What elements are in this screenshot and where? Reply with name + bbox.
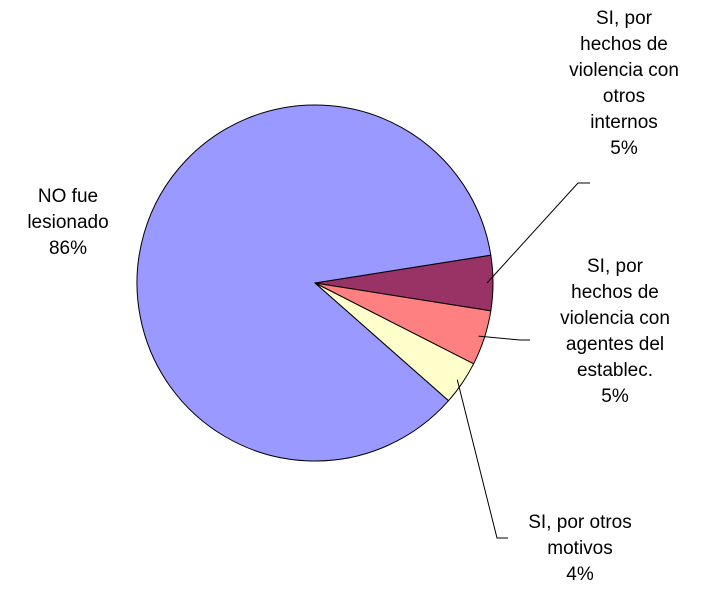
slice-label: SI, por hechos de violencia con agentes del… <box>560 256 670 381</box>
slice-label: SI, por hechos de violencia con otros intern… <box>569 8 679 133</box>
pie-slice <box>136 104 492 462</box>
value-label: 5% <box>601 386 629 407</box>
leader-line <box>478 335 530 341</box>
value-label: 5% <box>610 138 638 159</box>
leader-line <box>486 182 590 284</box>
slice-label: NO fue lesionado <box>27 186 108 233</box>
value-label: 86% <box>49 238 87 259</box>
leader-line <box>456 379 508 539</box>
slice-label: SI, por otros motivos <box>528 512 632 559</box>
value-label: 4% <box>566 564 594 585</box>
